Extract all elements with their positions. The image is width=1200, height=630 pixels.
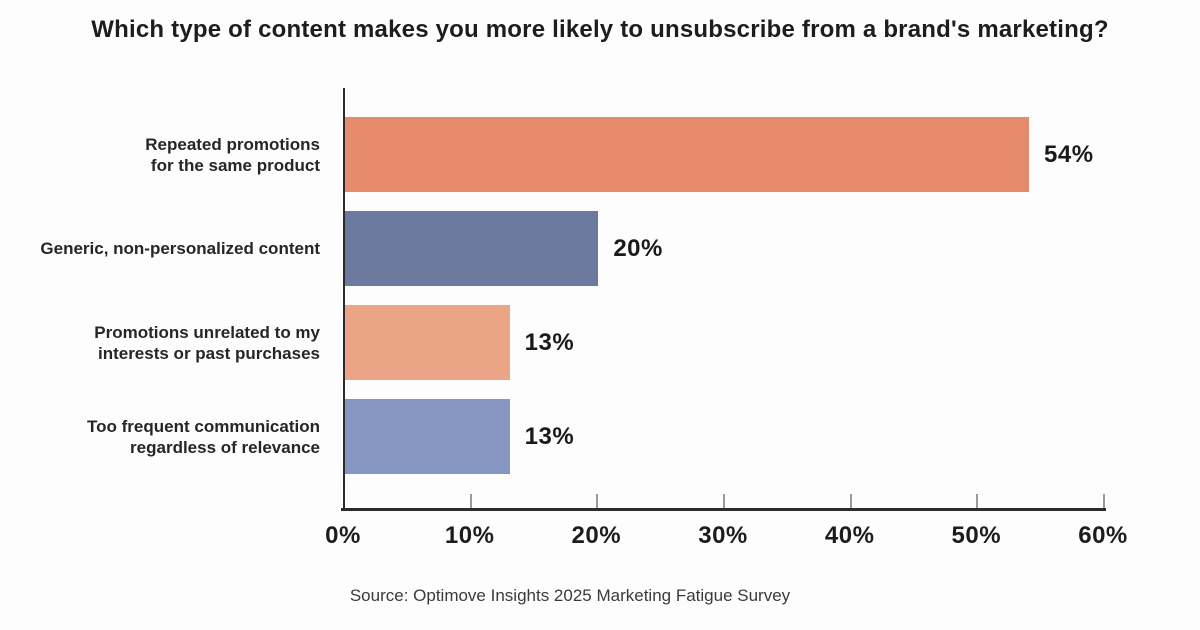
bar-track: 13% [345,399,1105,474]
chart-row: Generic, non-personalized content 20% [0,211,1200,286]
x-axis-tick-label: 50% [951,522,1002,549]
bar-track: 54% [345,117,1105,192]
category-label-line: for the same product [150,155,320,175]
category-label: Too frequent communication regardless of … [0,399,345,474]
category-label-line: Generic, non-personalized content [40,239,320,258]
bar [345,211,599,286]
x-axis-line [341,508,1106,511]
source-caption: Source: Optimove Insights 2025 Marketing… [349,586,791,605]
bar-value-label: 13% [524,422,575,450]
chart-row: Promotions unrelated to my interests or p… [0,305,1200,380]
bar-value-label: 13% [524,328,575,356]
bar-chart: Repeated promotions for the same product 5… [0,88,1200,549]
category-label: Promotions unrelated to my interests or p… [0,305,345,380]
category-label-line: Promotions unrelated to my [94,322,320,342]
category-label-line: Too frequent communication [87,416,320,436]
x-axis-tick-mark [849,494,852,508]
x-axis-tick-mark [469,494,472,508]
x-axis-tick-label: 20% [571,522,622,549]
bar [345,399,510,474]
bar-rows: Repeated promotions for the same product 5… [0,117,1200,474]
y-axis-line [343,88,345,510]
x-axis-tick-label: 0% [325,522,361,549]
category-label-line: regardless of relevance [130,437,320,457]
x-axis-tick-mark [723,494,725,508]
category-label: Repeated promotions for the same product [0,117,345,192]
chart-title: Which type of content makes you more lik… [91,16,1109,43]
bar-value-label: 20% [613,234,663,262]
category-label-line: Repeated promotions [145,134,320,154]
bar-track: 20% [345,211,1105,286]
chart-row: Repeated promotions for the same product 5… [0,117,1200,192]
bar-value-label: 54% [1044,140,1094,168]
x-axis-tick-label: 30% [698,522,748,549]
bar [345,305,510,380]
x-axis-tick-label: 60% [1078,522,1128,549]
x-axis-tick-label: 40% [824,522,875,549]
bar [345,117,1029,192]
category-label-line: interests or past purchases [97,343,320,363]
x-axis-tick-mark [1103,494,1105,508]
x-axis-tick-label: 10% [444,522,495,549]
x-axis-tick-mark [596,494,599,508]
bar-track: 13% [345,305,1105,380]
x-axis-tick-mark [976,494,979,508]
chart-row: Too frequent communication regardless of … [0,399,1200,474]
category-label: Generic, non-personalized content [0,211,345,286]
